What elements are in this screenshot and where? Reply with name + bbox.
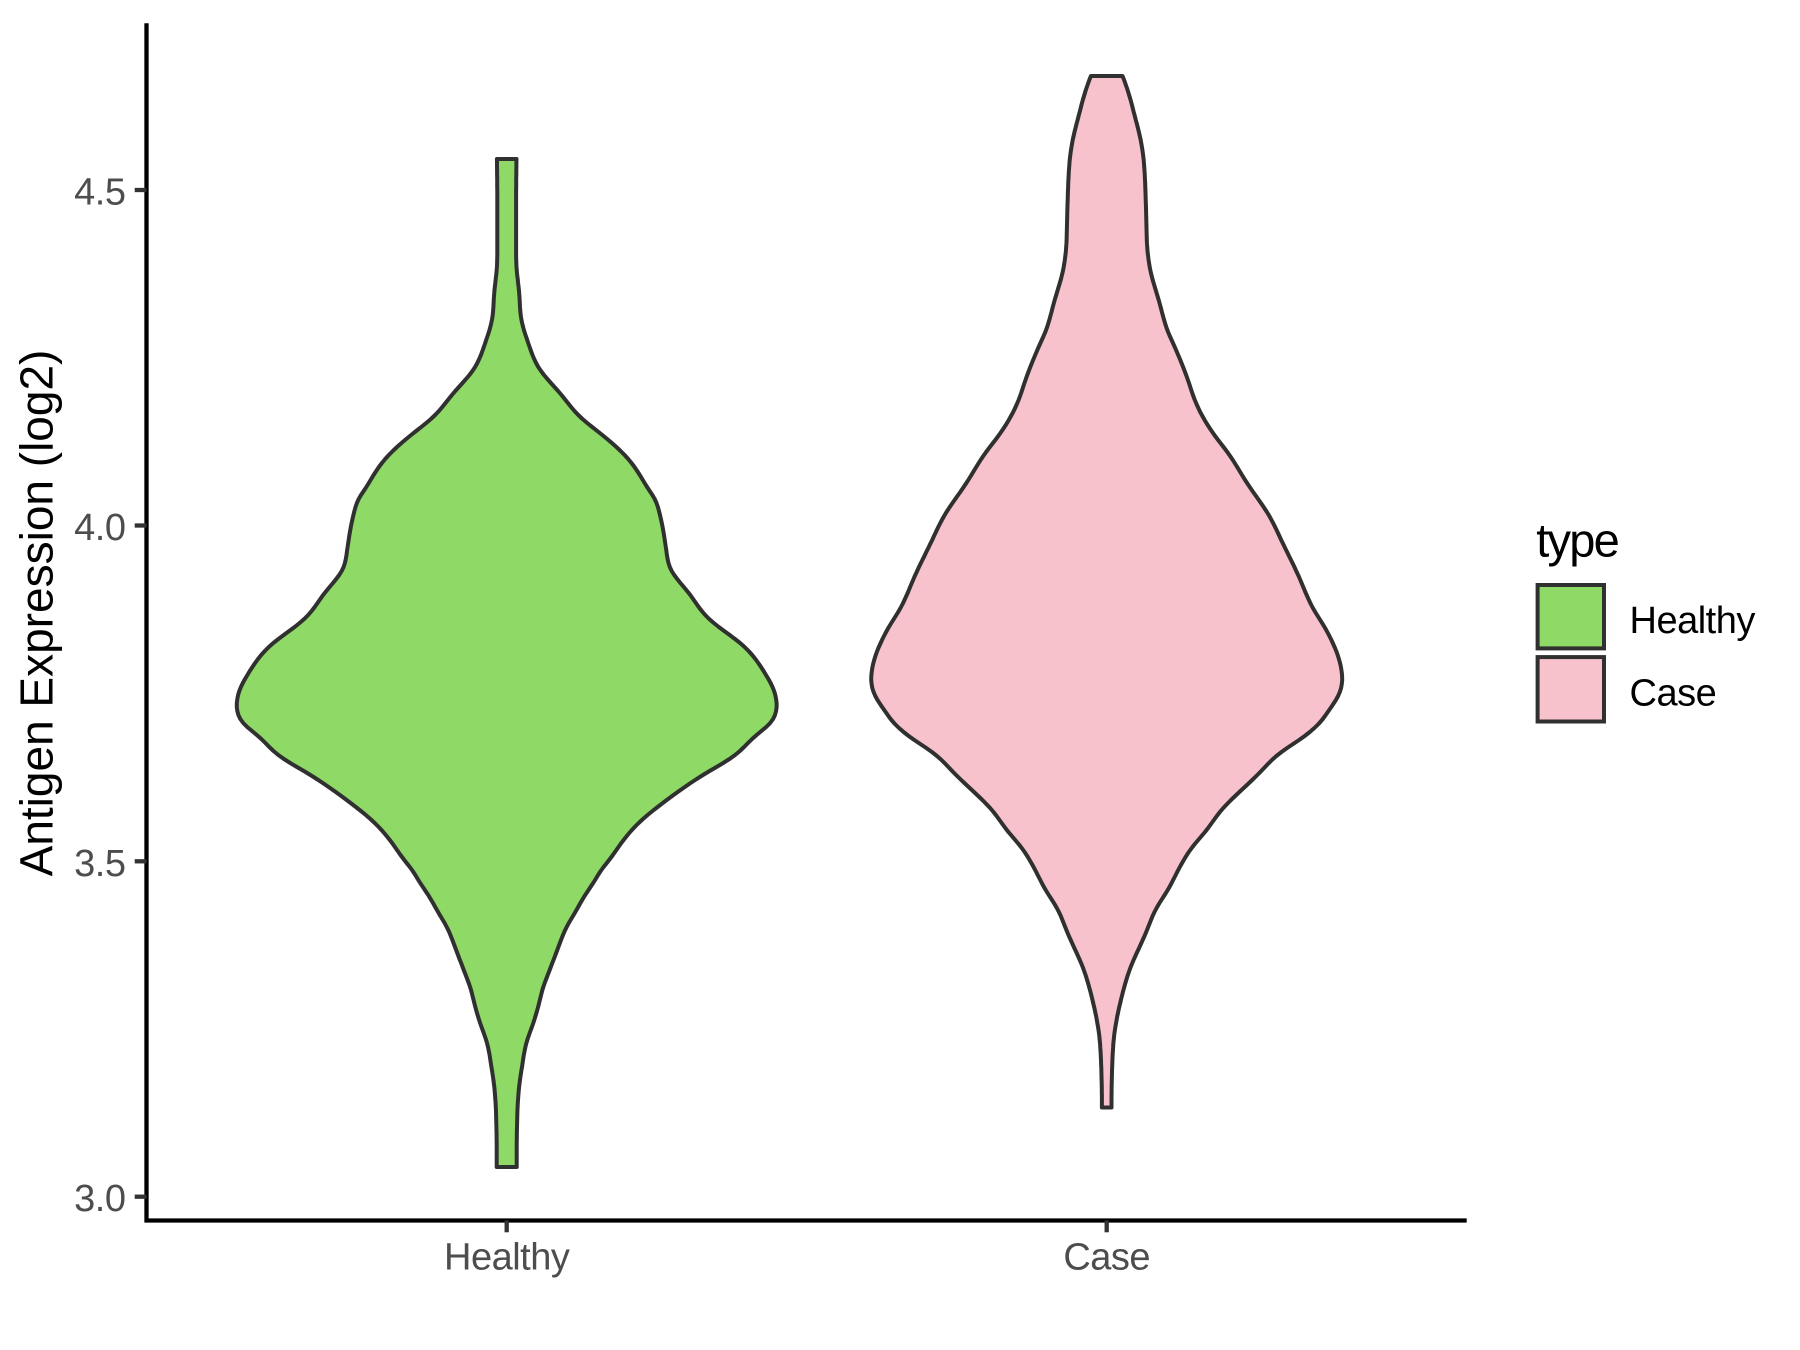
svg-text:type: type [1536, 514, 1618, 567]
svg-text:Case: Case [1063, 1236, 1150, 1278]
svg-text:Antigen Expression (log2): Antigen Expression (log2) [11, 350, 63, 877]
svg-text:4.0: 4.0 [74, 507, 125, 549]
svg-text:3.0: 3.0 [74, 1178, 125, 1220]
svg-text:4.5: 4.5 [74, 172, 125, 214]
svg-text:Case: Case [1630, 672, 1717, 714]
svg-text:Healthy: Healthy [444, 1236, 570, 1278]
svg-text:3.5: 3.5 [74, 843, 125, 885]
svg-text:Healthy: Healthy [1630, 600, 1756, 642]
